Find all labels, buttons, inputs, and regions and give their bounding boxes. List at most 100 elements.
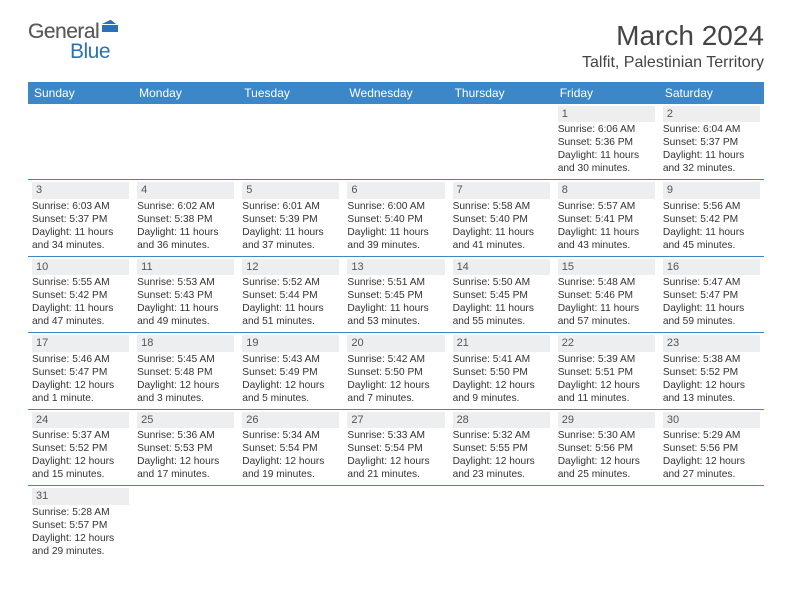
day-cell: 3Sunrise: 6:03 AMSunset: 5:37 PMDaylight… <box>28 180 133 256</box>
day-cell: 28Sunrise: 5:32 AMSunset: 5:55 PMDayligh… <box>449 409 554 485</box>
day-cell: 11Sunrise: 5:53 AMSunset: 5:43 PMDayligh… <box>133 256 238 332</box>
day-data: Sunrise: 5:29 AMSunset: 5:56 PMDaylight:… <box>663 429 760 481</box>
week-row: 31 Sunrise: 5:28 AMSunset: 5:57 PMDayligh… <box>28 486 764 562</box>
day-number: 29 <box>558 412 655 428</box>
day-cell: 4 Sunrise: 6:02 AMSunset: 5:38 PMDaylight… <box>133 180 238 256</box>
day-cell: 19 Sunrise: 5:43 AMSunset: 5:49 PMDayligh… <box>238 333 343 409</box>
day-cell <box>343 104 448 180</box>
day-cell <box>554 486 659 562</box>
day-number: 13 <box>347 259 444 275</box>
day-data: Sunrise: 5:56 AMSunset: 5:42 PMDaylight:… <box>663 200 760 252</box>
day-number: 24 <box>32 412 129 428</box>
day-number: 15 <box>558 259 655 275</box>
day-number: 16 <box>663 259 760 275</box>
day-number: 30 <box>663 412 760 428</box>
day-number: 21 <box>453 335 550 351</box>
day-number: 11 <box>137 259 234 275</box>
day-cell: 5Sunrise: 6:01 AMSunset: 5:39 PMDaylight… <box>238 180 343 256</box>
day-cell: 25Sunrise: 5:36 AMSunset: 5:53 PMDayligh… <box>133 409 238 485</box>
day-cell: 31 Sunrise: 5:28 AMSunset: 5:57 PMDayligh… <box>28 486 133 562</box>
day-cell: 30Sunrise: 5:29 AMSunset: 5:56 PMDayligh… <box>659 409 764 485</box>
day-cell: 8 Sunrise: 5:57 AMSunset: 5:41 PMDaylight… <box>554 180 659 256</box>
day-cell: 6 Sunrise: 6:00 AMSunset: 5:40 PMDaylight… <box>343 180 448 256</box>
week-row: 3Sunrise: 6:03 AMSunset: 5:37 PMDaylight… <box>28 180 764 256</box>
day-number: 12 <box>242 259 339 275</box>
day-data: Sunrise: 5:53 AMSunset: 5:43 PMDaylight:… <box>137 276 234 328</box>
day-cell: 29Sunrise: 5:30 AMSunset: 5:56 PMDayligh… <box>554 409 659 485</box>
day-data: Sunrise: 5:52 AMSunset: 5:44 PMDaylight:… <box>242 276 339 328</box>
day-cell: 12Sunrise: 5:52 AMSunset: 5:44 PMDayligh… <box>238 256 343 332</box>
col-friday: Friday <box>554 82 659 104</box>
day-cell: 22Sunrise: 5:39 AMSunset: 5:51 PMDayligh… <box>554 333 659 409</box>
day-number: 28 <box>453 412 550 428</box>
day-cell: 14Sunrise: 5:50 AMSunset: 5:45 PMDayligh… <box>449 256 554 332</box>
week-row: 24Sunrise: 5:37 AMSunset: 5:52 PMDayligh… <box>28 409 764 485</box>
day-number: 7 <box>453 182 550 198</box>
day-cell <box>133 486 238 562</box>
day-number: 8 <box>558 182 655 198</box>
day-data: Sunrise: 5:47 AMSunset: 5:47 PMDaylight:… <box>663 276 760 328</box>
day-cell: 10Sunrise: 5:55 AMSunset: 5:42 PMDayligh… <box>28 256 133 332</box>
day-data: Sunrise: 5:30 AMSunset: 5:56 PMDaylight:… <box>558 429 655 481</box>
week-row: 10Sunrise: 5:55 AMSunset: 5:42 PMDayligh… <box>28 256 764 332</box>
col-sunday: Sunday <box>28 82 133 104</box>
day-data: Sunrise: 5:28 AMSunset: 5:57 PMDaylight:… <box>32 506 129 558</box>
day-data: Sunrise: 5:43 AMSunset: 5:49 PMDaylight:… <box>242 353 339 405</box>
day-data: Sunrise: 5:50 AMSunset: 5:45 PMDaylight:… <box>453 276 550 328</box>
day-cell: 2Sunrise: 6:04 AMSunset: 5:37 PMDaylight… <box>659 104 764 180</box>
day-data: Sunrise: 5:39 AMSunset: 5:51 PMDaylight:… <box>558 353 655 405</box>
logo-text-blue: Blue <box>70 40 110 64</box>
day-number: 18 <box>137 335 234 351</box>
day-number: 1 <box>558 106 655 122</box>
day-number: 31 <box>32 488 129 504</box>
day-number: 20 <box>347 335 444 351</box>
day-cell <box>133 104 238 180</box>
day-data: Sunrise: 5:38 AMSunset: 5:52 PMDaylight:… <box>663 353 760 405</box>
header-row: Sunday Monday Tuesday Wednesday Thursday… <box>28 82 764 104</box>
day-data: Sunrise: 5:55 AMSunset: 5:42 PMDaylight:… <box>32 276 129 328</box>
day-data: Sunrise: 5:33 AMSunset: 5:54 PMDaylight:… <box>347 429 444 481</box>
day-number: 19 <box>242 335 339 351</box>
day-data: Sunrise: 6:02 AMSunset: 5:38 PMDaylight:… <box>137 200 234 252</box>
day-number: 27 <box>347 412 444 428</box>
calendar-table: Sunday Monday Tuesday Wednesday Thursday… <box>28 82 764 562</box>
day-data: Sunrise: 5:51 AMSunset: 5:45 PMDaylight:… <box>347 276 444 328</box>
day-number: 6 <box>347 182 444 198</box>
day-cell: 1Sunrise: 6:06 AMSunset: 5:36 PMDaylight… <box>554 104 659 180</box>
col-saturday: Saturday <box>659 82 764 104</box>
col-monday: Monday <box>133 82 238 104</box>
day-cell: 27Sunrise: 5:33 AMSunset: 5:54 PMDayligh… <box>343 409 448 485</box>
day-cell <box>238 104 343 180</box>
day-cell: 18Sunrise: 5:45 AMSunset: 5:48 PMDayligh… <box>133 333 238 409</box>
day-number: 23 <box>663 335 760 351</box>
day-cell <box>343 486 448 562</box>
day-data: Sunrise: 6:00 AMSunset: 5:40 PMDaylight:… <box>347 200 444 252</box>
day-data: Sunrise: 5:57 AMSunset: 5:41 PMDaylight:… <box>558 200 655 252</box>
week-row: 17Sunrise: 5:46 AMSunset: 5:47 PMDayligh… <box>28 333 764 409</box>
day-number: 26 <box>242 412 339 428</box>
day-data: Sunrise: 5:58 AMSunset: 5:40 PMDaylight:… <box>453 200 550 252</box>
day-number: 10 <box>32 259 129 275</box>
day-number: 3 <box>32 182 129 198</box>
week-row: 1Sunrise: 6:06 AMSunset: 5:36 PMDaylight… <box>28 104 764 180</box>
day-number: 2 <box>663 106 760 122</box>
month-year: March 2024 <box>582 20 764 52</box>
day-cell <box>449 104 554 180</box>
day-cell: 21Sunrise: 5:41 AMSunset: 5:50 PMDayligh… <box>449 333 554 409</box>
day-number: 17 <box>32 335 129 351</box>
day-data: Sunrise: 5:42 AMSunset: 5:50 PMDaylight:… <box>347 353 444 405</box>
col-tuesday: Tuesday <box>238 82 343 104</box>
day-number: 4 <box>137 182 234 198</box>
day-cell: 26Sunrise: 5:34 AMSunset: 5:54 PMDayligh… <box>238 409 343 485</box>
day-data: Sunrise: 5:32 AMSunset: 5:55 PMDaylight:… <box>453 429 550 481</box>
day-cell: 17Sunrise: 5:46 AMSunset: 5:47 PMDayligh… <box>28 333 133 409</box>
day-data: Sunrise: 5:34 AMSunset: 5:54 PMDaylight:… <box>242 429 339 481</box>
day-cell: 13Sunrise: 5:51 AMSunset: 5:45 PMDayligh… <box>343 256 448 332</box>
day-data: Sunrise: 5:36 AMSunset: 5:53 PMDaylight:… <box>137 429 234 481</box>
day-number: 25 <box>137 412 234 428</box>
day-cell <box>659 486 764 562</box>
day-data: Sunrise: 6:01 AMSunset: 5:39 PMDaylight:… <box>242 200 339 252</box>
day-data: Sunrise: 6:04 AMSunset: 5:37 PMDaylight:… <box>663 123 760 175</box>
title-block: March 2024 Talfit, Palestinian Territory <box>582 20 764 72</box>
day-data: Sunrise: 5:48 AMSunset: 5:46 PMDaylight:… <box>558 276 655 328</box>
